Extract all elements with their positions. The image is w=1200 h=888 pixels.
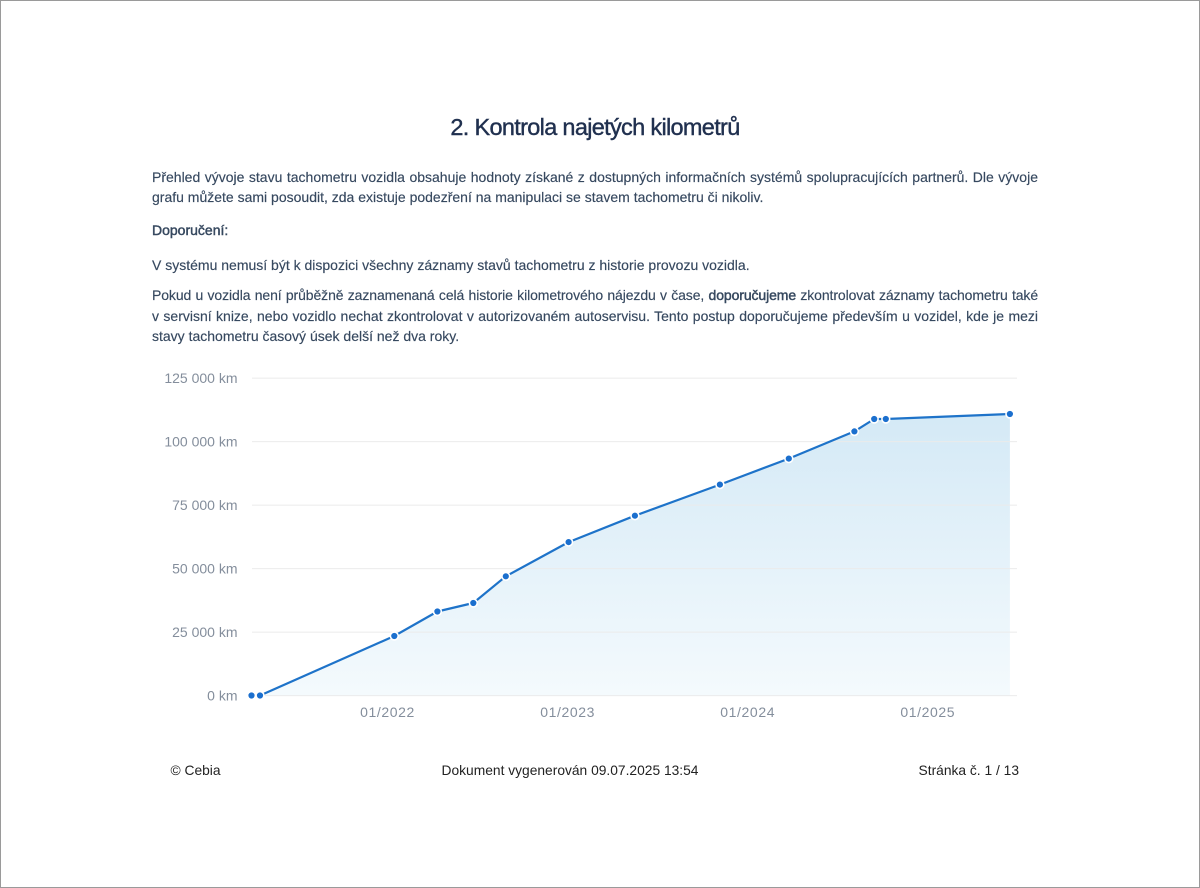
svg-text:75 000 km: 75 000 km xyxy=(172,497,237,513)
svg-text:0 km: 0 km xyxy=(207,688,237,704)
svg-text:01/2022: 01/2022 xyxy=(360,704,415,720)
svg-text:125 000 km: 125 000 km xyxy=(164,370,237,386)
svg-text:01/2024: 01/2024 xyxy=(720,704,775,720)
svg-text:01/2025: 01/2025 xyxy=(900,704,955,720)
svg-text:100 000 km: 100 000 km xyxy=(164,434,237,450)
svg-text:01/2023: 01/2023 xyxy=(540,704,595,720)
svg-text:25 000 km: 25 000 km xyxy=(172,624,237,640)
svg-text:50 000 km: 50 000 km xyxy=(172,561,237,577)
